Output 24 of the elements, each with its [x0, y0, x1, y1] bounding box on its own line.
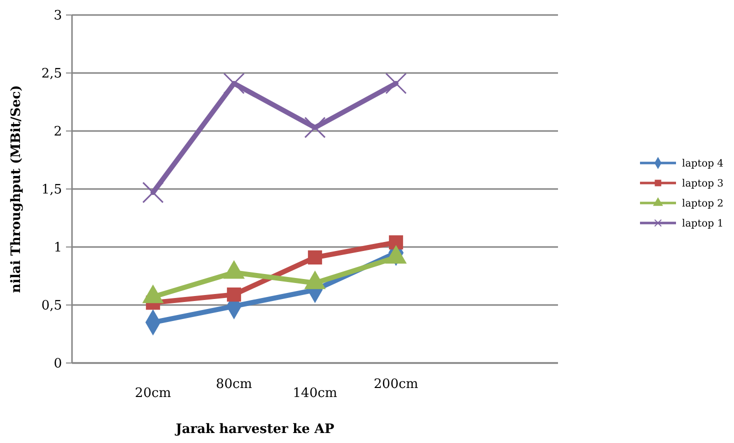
y-tick-label: 1,5	[41, 182, 62, 198]
point	[388, 235, 404, 250]
x-axis-title: Jarak harvester ke AP	[174, 422, 334, 437]
point	[308, 250, 322, 265]
legend-label: laptop 3	[682, 178, 724, 190]
point	[226, 287, 242, 302]
y-tick-label: 2	[54, 124, 62, 140]
legend-label: laptop 4	[682, 158, 724, 170]
x-tick-label: 20cm	[134, 386, 172, 402]
y-tick-label: 0,5	[41, 298, 62, 314]
point	[223, 72, 245, 94]
y-axis-title: nilai Throughput (MBit/Sec)	[9, 85, 24, 293]
y-tick-label: 0	[54, 356, 62, 372]
x-tick-label: 140cm	[292, 386, 338, 402]
point	[142, 182, 164, 204]
y-tick-label: 3	[54, 8, 62, 24]
y-tick-label: 2,5	[41, 66, 62, 82]
legend-label: laptop 2	[682, 198, 724, 210]
point	[304, 116, 326, 138]
point	[385, 72, 407, 94]
legend-label: laptop 1	[682, 218, 724, 230]
y-tick-label: 1	[54, 240, 62, 256]
x-tick-label: 200cm	[374, 377, 418, 392]
x-tick-label: 80cm	[216, 377, 252, 392]
